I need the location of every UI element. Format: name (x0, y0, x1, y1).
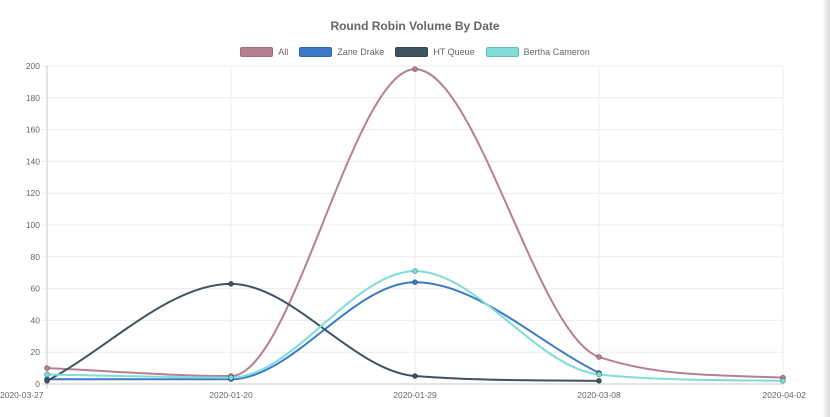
data-point[interactable] (412, 66, 418, 73)
legend-label-all: All (278, 47, 289, 57)
legend-item-bertha-cameron[interactable]: Bertha Cameron (485, 47, 590, 57)
data-point[interactable] (412, 279, 418, 286)
data-point[interactable] (228, 374, 234, 381)
legend-label-bertha-cameron: Bertha Cameron (523, 47, 590, 57)
data-point[interactable] (596, 377, 602, 384)
y-tick-label: 200 (26, 61, 40, 71)
y-tick-label: 40 (31, 315, 41, 325)
series-line-zane-drake (46, 281, 600, 381)
data-point[interactable] (44, 365, 50, 372)
y-tick-label: 20 (31, 347, 41, 357)
chart-legend: All Zane Drake HT Queue Bertha Cameron (0, 47, 830, 57)
axis-tick-labels: 0 20 40 60 80 100 120 140 160 180 200 2020-03-27 202… (0, 61, 806, 400)
legend-swatch-bertha-cameron (485, 47, 519, 57)
legend-item-zane-drake[interactable]: Zane Drake (299, 47, 384, 57)
x-tick-label: 2020-04-02 (763, 390, 807, 400)
data-point[interactable] (228, 280, 234, 287)
data-point[interactable] (780, 377, 786, 384)
legend-item-ht-queue[interactable]: HT Queue (395, 47, 475, 57)
y-tick-label: 100 (26, 220, 40, 230)
y-tick-label: 80 (31, 252, 41, 262)
y-tick-label: 60 (31, 284, 41, 294)
legend-swatch-zane-drake (299, 47, 333, 57)
legend-item-all[interactable]: All (240, 47, 288, 57)
data-point[interactable] (596, 354, 602, 360)
legend-swatch-all (240, 47, 274, 57)
y-tick-label: 140 (26, 156, 40, 166)
y-tick-label: 120 (26, 188, 40, 198)
series-bertha-cameron (44, 268, 786, 384)
data-point[interactable] (412, 373, 418, 379)
legend-label-ht-queue: HT Queue (433, 47, 475, 57)
y-tick-label: 160 (26, 125, 40, 135)
series-lines (44, 66, 786, 384)
data-point[interactable] (44, 371, 50, 378)
x-tick-label: 2020-03-27 (0, 390, 44, 400)
series-ht-queue (44, 280, 602, 384)
window-right-edge (822, 0, 830, 417)
legend-swatch-ht-queue (395, 47, 429, 57)
legend-label-zane-drake: Zane Drake (337, 47, 385, 57)
x-tick-label: 2020-03-08 (577, 390, 621, 400)
x-tick-label: 2020-01-29 (393, 390, 437, 400)
data-point[interactable] (596, 371, 602, 378)
chart-title: Round Robin Volume By Date (330, 19, 500, 33)
data-point[interactable] (44, 377, 50, 384)
series-zane-drake (44, 279, 602, 383)
x-tick-label: 2020-01-20 (209, 390, 253, 400)
y-tick-label: 180 (26, 93, 40, 103)
data-point[interactable] (412, 268, 418, 275)
y-tick-label: 0 (35, 379, 40, 389)
grid-lines (42, 65, 784, 389)
series-line-ht-queue (46, 282, 600, 382)
